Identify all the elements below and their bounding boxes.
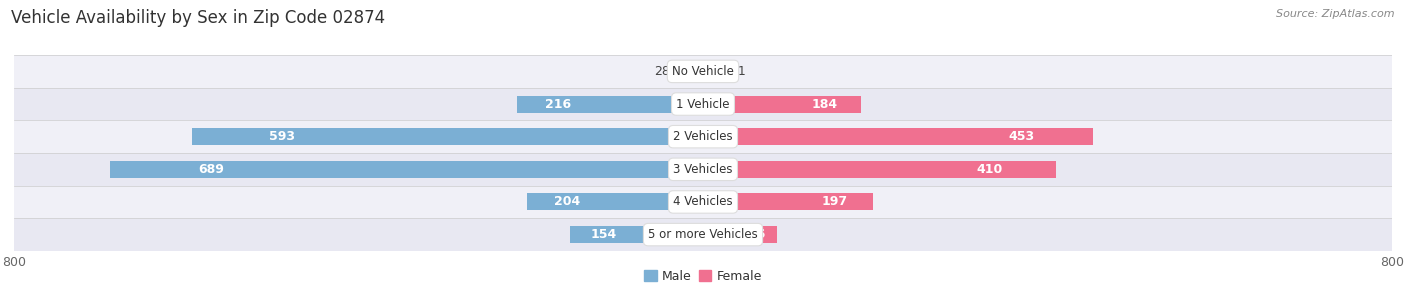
Bar xyxy=(703,193,873,211)
Bar xyxy=(110,161,703,178)
Text: 28: 28 xyxy=(654,65,671,78)
Text: 184: 184 xyxy=(811,98,838,110)
Bar xyxy=(679,63,703,80)
Bar xyxy=(703,128,1092,145)
Text: No Vehicle: No Vehicle xyxy=(672,65,734,78)
Text: 2 Vehicles: 2 Vehicles xyxy=(673,130,733,143)
Text: 216: 216 xyxy=(546,98,571,110)
Text: 154: 154 xyxy=(591,228,616,241)
Text: 86: 86 xyxy=(749,228,766,241)
Text: 689: 689 xyxy=(198,163,225,176)
Text: 204: 204 xyxy=(554,196,579,208)
Text: 410: 410 xyxy=(977,163,1002,176)
Text: 4 Vehicles: 4 Vehicles xyxy=(673,196,733,208)
Bar xyxy=(703,226,778,243)
Text: 21: 21 xyxy=(730,65,745,78)
Bar xyxy=(14,120,1392,153)
Bar xyxy=(571,226,703,243)
Bar xyxy=(193,128,703,145)
Bar xyxy=(14,186,1392,218)
Bar xyxy=(14,88,1392,120)
Text: 5 or more Vehicles: 5 or more Vehicles xyxy=(648,228,758,241)
Text: 453: 453 xyxy=(1008,130,1035,143)
Text: Source: ZipAtlas.com: Source: ZipAtlas.com xyxy=(1277,9,1395,19)
Text: 1 Vehicle: 1 Vehicle xyxy=(676,98,730,110)
Text: 593: 593 xyxy=(269,130,295,143)
Text: 197: 197 xyxy=(821,196,848,208)
Bar xyxy=(14,55,1392,88)
Legend: Male, Female: Male, Female xyxy=(640,265,766,288)
Bar xyxy=(527,193,703,211)
Bar xyxy=(14,218,1392,251)
Bar xyxy=(703,95,862,113)
Bar xyxy=(703,63,721,80)
Bar xyxy=(703,161,1056,178)
Text: 3 Vehicles: 3 Vehicles xyxy=(673,163,733,176)
Text: Vehicle Availability by Sex in Zip Code 02874: Vehicle Availability by Sex in Zip Code … xyxy=(11,9,385,27)
Bar xyxy=(517,95,703,113)
Bar xyxy=(14,153,1392,186)
